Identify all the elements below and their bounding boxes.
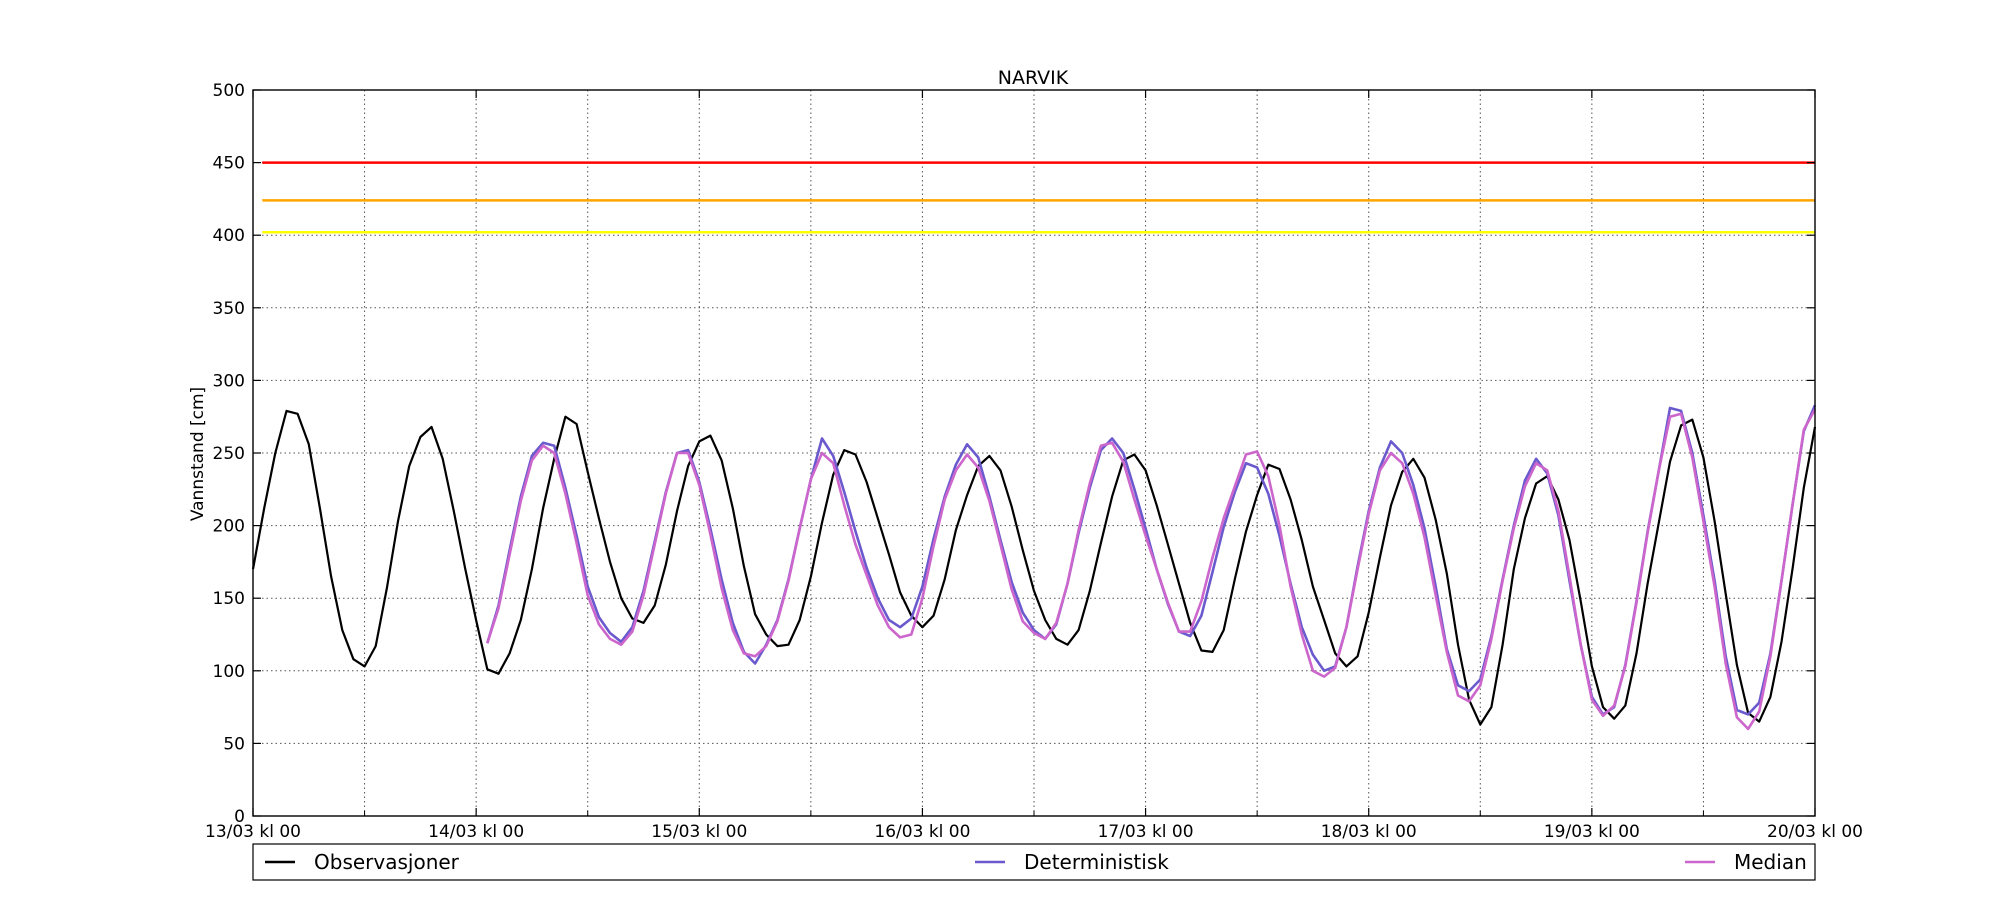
y-tick-label: 50: [223, 734, 245, 754]
y-tick-label: 200: [213, 517, 245, 537]
legend-label-median: Median: [1734, 850, 1807, 874]
y-tick-label: 400: [213, 226, 245, 246]
x-tick-label: 17/03 kl 00: [1098, 822, 1194, 842]
y-tick-label: 300: [213, 371, 245, 391]
chart-title: NARVIK: [998, 67, 1069, 89]
legend-label-deterministisk: Deterministisk: [1024, 850, 1169, 874]
x-tick-label: 13/03 kl 00: [205, 822, 301, 842]
legend-frame: [252, 843, 1816, 881]
y-axis-label: Vannstand [cm]: [188, 387, 208, 521]
y-tick-label: 100: [213, 662, 245, 682]
series-line-deterministisk: [486, 404, 1817, 716]
y-tick-label: 150: [213, 589, 245, 609]
threshold-layer: [262, 161, 1815, 234]
legend: Observasjoner Deterministisk Median: [252, 843, 1816, 881]
series-layer: [251, 404, 1817, 731]
y-tick-label: 0: [234, 807, 245, 827]
x-tick-label: 20/03 kl 00: [1767, 822, 1863, 842]
tick-layer: 0 50 100 150 200 250 300 350 400 450 500 13/03 kl 0…: [205, 81, 1863, 842]
x-tick-label: 19/03 kl 00: [1544, 822, 1640, 842]
grid-layer: [253, 90, 1815, 816]
x-tick-label: 15/03 kl 00: [651, 822, 747, 842]
x-tick-label: 18/03 kl 00: [1321, 822, 1417, 842]
x-tick-label: 14/03 kl 00: [428, 822, 524, 842]
y-tick-label: 500: [213, 81, 245, 101]
legend-label-observasjoner: Observasjoner: [314, 850, 460, 874]
y-tick-label: 250: [213, 444, 245, 464]
y-tick-label: 350: [213, 299, 245, 319]
x-tick-label: 16/03 kl 00: [874, 822, 970, 842]
series-line-observasjoner: [251, 409, 1817, 726]
series-line-median: [486, 408, 1817, 731]
y-tick-label: 450: [213, 154, 245, 174]
